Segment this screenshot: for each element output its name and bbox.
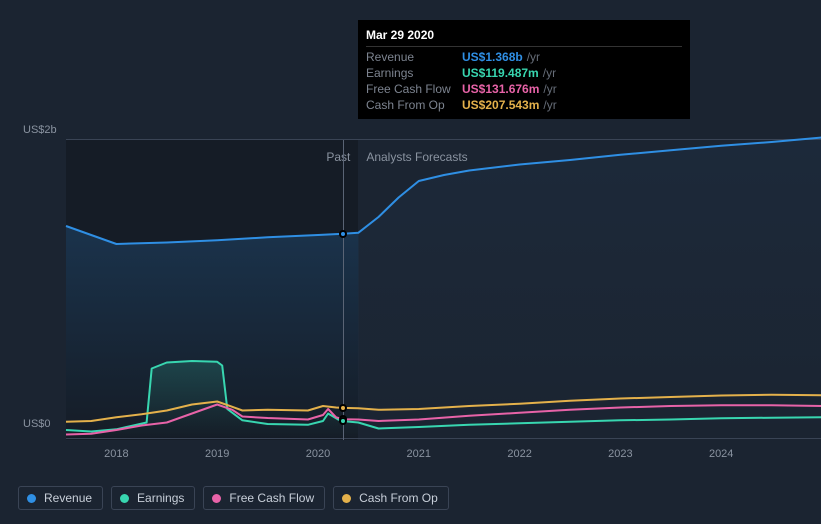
legend-swatch <box>27 494 36 503</box>
legend-label: Free Cash Flow <box>229 491 314 505</box>
x-tick-label: 2024 <box>709 448 733 460</box>
tooltip-value: US$1.368b <box>462 50 523 64</box>
legend-label: Earnings <box>137 491 184 505</box>
tooltip-key: Earnings <box>366 66 462 80</box>
legend-item-earnings[interactable]: Earnings <box>111 486 195 510</box>
legend: Revenue Earnings Free Cash Flow Cash From O… <box>18 486 449 510</box>
marker-earnings <box>339 417 347 425</box>
x-tick-label: 2019 <box>205 448 229 460</box>
legend-swatch <box>342 494 351 503</box>
tooltip: Mar 29 2020 RevenueUS$1.368b/yrEarningsU… <box>358 20 690 119</box>
legend-swatch <box>212 494 221 503</box>
marker-cash_from_op <box>339 404 347 412</box>
tooltip-date: Mar 29 2020 <box>366 26 682 47</box>
x-tick-label: 2023 <box>608 448 632 460</box>
x-tick-label: 2021 <box>407 448 431 460</box>
y-axis-top-label: US$2b <box>23 124 57 136</box>
x-tick-label: 2020 <box>306 448 330 460</box>
marker-revenue <box>339 230 347 238</box>
chart-svg <box>66 139 821 440</box>
tooltip-value: US$131.676m <box>462 82 539 96</box>
tooltip-key: Revenue <box>366 50 462 64</box>
tooltip-unit: /yr <box>543 82 556 96</box>
tooltip-row: Free Cash FlowUS$131.676m/yr <box>366 81 682 97</box>
x-tick-label: 2018 <box>104 448 128 460</box>
tooltip-unit: /yr <box>543 66 556 80</box>
legend-label: Cash From Op <box>359 491 438 505</box>
cursor-line <box>343 140 344 440</box>
y-axis-bottom-label: US$0 <box>23 418 51 430</box>
tooltip-row: RevenueUS$1.368b/yr <box>366 49 682 65</box>
tooltip-unit: /yr <box>543 98 556 112</box>
x-tick-label: 2022 <box>507 448 531 460</box>
tooltip-value: US$207.543m <box>462 98 539 112</box>
tooltip-key: Cash From Op <box>366 98 462 112</box>
legend-label: Revenue <box>44 491 92 505</box>
legend-item-revenue[interactable]: Revenue <box>18 486 103 510</box>
legend-swatch <box>120 494 129 503</box>
tooltip-key: Free Cash Flow <box>366 82 462 96</box>
legend-item-cash_from_op[interactable]: Cash From Op <box>333 486 449 510</box>
legend-item-free_cash_flow[interactable]: Free Cash Flow <box>203 486 325 510</box>
tooltip-unit: /yr <box>527 50 540 64</box>
tooltip-row: Cash From OpUS$207.543m/yr <box>366 97 682 113</box>
tooltip-value: US$119.487m <box>462 66 539 80</box>
tooltip-row: EarningsUS$119.487m/yr <box>366 65 682 81</box>
area-revenue <box>358 138 821 440</box>
financial-chart: US$2b US$0 Past Analysts Forecasts 20182… <box>18 0 805 524</box>
